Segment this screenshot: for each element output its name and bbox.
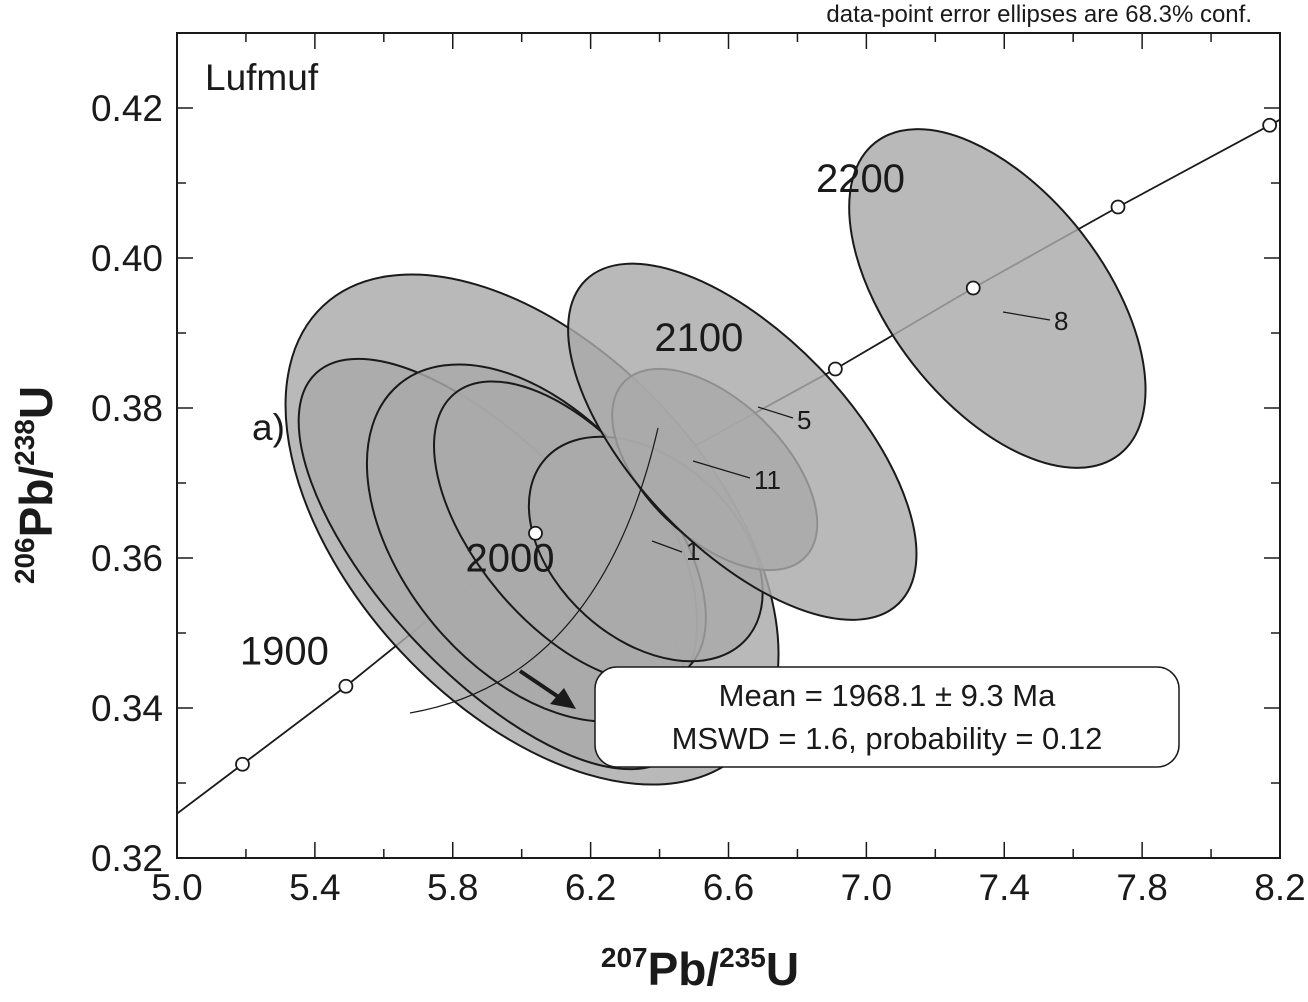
confidence-note: data-point error ellipses are 68.3% conf… (826, 1, 1252, 28)
x-tick-label: 5.4 (289, 867, 340, 908)
x-tick-label: 7.4 (979, 867, 1030, 908)
age-label-2200: 2200 (816, 157, 905, 201)
leader-line-1 (651, 540, 683, 553)
age-markers (235, 117, 1278, 772)
y-axis-title: 206Pb/238U (9, 386, 62, 584)
y-tick-label: 0.42 (91, 88, 163, 129)
leader-line-11 (692, 460, 751, 479)
ellipse-label-5: 5 (797, 405, 811, 435)
age-label-2000: 2000 (465, 536, 554, 580)
y-tick-label: 0.40 (91, 238, 163, 279)
error-ellipses (284, 128, 1147, 786)
error-ellipse-5 (567, 262, 918, 621)
sample-label: Lufmuf (205, 57, 319, 98)
x-tick-label: 6.2 (565, 867, 616, 908)
age-label-2100: 2100 (654, 316, 743, 360)
ellipse-label-1: 1 (686, 536, 700, 566)
y-tick-label: 0.32 (91, 838, 163, 879)
pointer-arrow-head (550, 688, 576, 709)
leader-line-5 (757, 406, 794, 419)
x-tick-label: 6.6 (703, 867, 754, 908)
age-marker (1262, 117, 1278, 133)
age-marker (965, 280, 981, 296)
age-marker (528, 525, 543, 541)
result-mswd: MSWD = 1.6, probability = 0.12 (672, 721, 1103, 756)
error-ellipse-8 (848, 128, 1147, 469)
ellipse-label-8: 8 (1054, 306, 1068, 336)
x-tick-label: 5.8 (427, 867, 478, 908)
ellipse-label-11: 11 (754, 465, 781, 495)
y-tick-label: 0.34 (91, 688, 163, 729)
x-axis-title: 207Pb/235U (601, 942, 799, 995)
x-tick-label: 5.0 (151, 867, 202, 908)
x-tick-label: 7.8 (1116, 867, 1167, 908)
leader-line-8 (1002, 311, 1051, 321)
panel-label: a) (252, 407, 285, 448)
age-marker (827, 361, 843, 377)
age-label-1900: 1900 (240, 629, 329, 673)
axis-ticks: 5.0 5.4 5.8 6.2 6.6 7.0 7.4 7.8 8.2 0.32 0.34 0.36 0… (91, 32, 1306, 908)
x-tick-label: 7.0 (841, 867, 892, 908)
result-box (594, 666, 1180, 768)
age-marker (338, 678, 354, 694)
result-mean: Mean = 1968.1 ± 9.3 Ma (719, 678, 1056, 713)
age-marker (1110, 199, 1126, 215)
trend-curve (409, 427, 659, 714)
age-marker (235, 756, 250, 772)
y-tick-label: 0.38 (91, 388, 163, 429)
y-tick-label: 0.36 (91, 538, 163, 579)
x-tick-label: 8.2 (1254, 867, 1305, 908)
